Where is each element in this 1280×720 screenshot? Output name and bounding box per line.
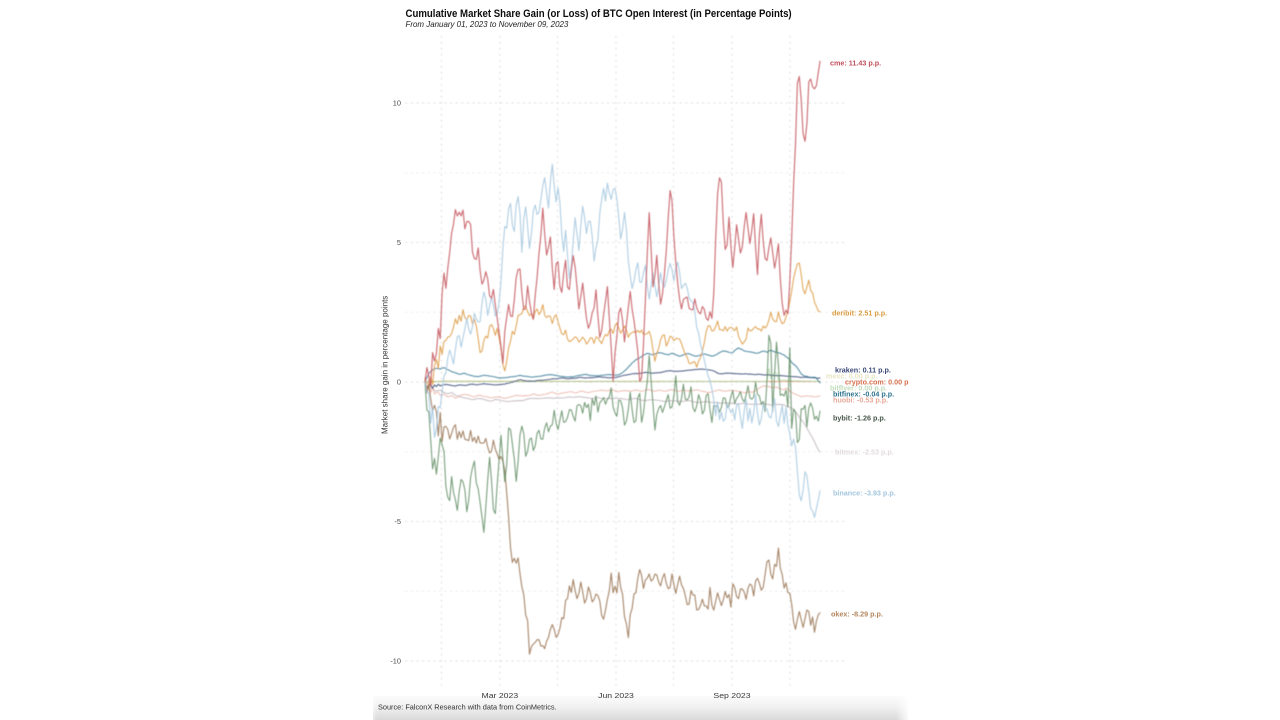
svg-text:Market share gain in percentag: Market share gain in percentage points xyxy=(381,296,390,434)
svg-text:Source: FalconX Research with: Source: FalconX Research with data from … xyxy=(378,703,557,712)
svg-text:crypto.com: 0.00 p: crypto.com: 0.00 p xyxy=(845,378,909,387)
svg-text:huobi: -0.53 p.p.: huobi: -0.53 p.p. xyxy=(833,396,888,405)
svg-text:okex: -8.29 p.p.: okex: -8.29 p.p. xyxy=(831,609,883,618)
svg-text:deribit: 2.51 p.p.: deribit: 2.51 p.p. xyxy=(832,308,887,317)
svg-text:bitfinex: -0.04 p.p.: bitfinex: -0.04 p.p. xyxy=(833,389,894,398)
svg-text:binance: -3.93 p.p.: binance: -3.93 p.p. xyxy=(833,488,896,497)
svg-text:cme: 11.43 p.p.: cme: 11.43 p.p. xyxy=(830,58,881,67)
svg-text:bitflyer: 0.00 p.p.: bitflyer: 0.00 p.p. xyxy=(830,383,887,392)
svg-text:bybit: -1.26 p.p.: bybit: -1.26 p.p. xyxy=(833,413,886,422)
svg-text:kraken: 0.11 p.p.: kraken: 0.11 p.p. xyxy=(835,365,891,374)
svg-text:From January 01, 2023 to Novem: From January 01, 2023 to November 09, 20… xyxy=(406,20,569,29)
svg-text:Sep 2023: Sep 2023 xyxy=(713,692,751,700)
svg-text:-10: -10 xyxy=(390,657,401,666)
svg-text:Cumulative Market Share Gain (: Cumulative Market Share Gain (or Loss) o… xyxy=(406,8,792,20)
svg-text:Jun 2023: Jun 2023 xyxy=(598,692,634,700)
svg-text:0: 0 xyxy=(397,378,401,387)
svg-text:-5: -5 xyxy=(394,517,401,526)
svg-text:5: 5 xyxy=(397,238,401,247)
svg-text:mexc: 0.00 p.p.: mexc: 0.00 p.p. xyxy=(826,371,878,380)
svg-text:bitmex: -2.53 p.p.: bitmex: -2.53 p.p. xyxy=(835,447,894,456)
svg-text:10: 10 xyxy=(393,99,401,108)
svg-text:Mar 2023: Mar 2023 xyxy=(481,692,518,700)
